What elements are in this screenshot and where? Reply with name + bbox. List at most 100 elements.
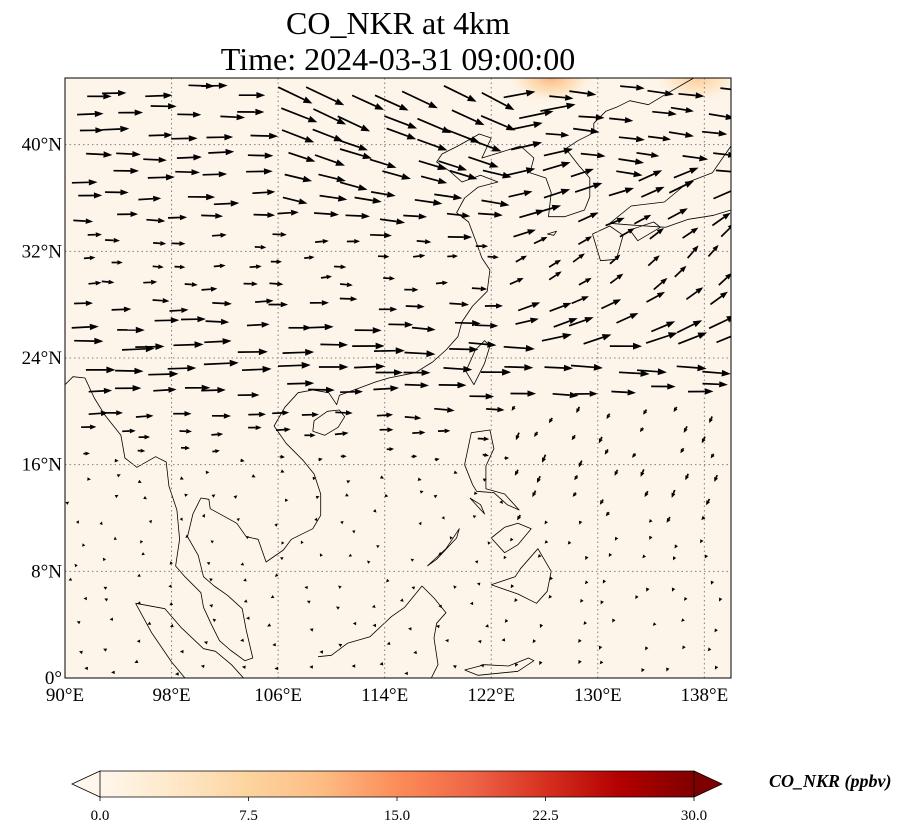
wind-arrow [609, 273, 624, 284]
wind-arrow [482, 453, 489, 457]
wind-arrow [280, 469, 285, 473]
wind-arrow [338, 643, 343, 648]
kyushu-coast [592, 225, 624, 262]
mindoro-coast [469, 497, 486, 515]
wind-arrow [503, 89, 536, 99]
wind-arrow [320, 274, 332, 280]
wind-arrow [118, 109, 144, 116]
wind-arrow [576, 406, 581, 414]
wind-arrow [174, 264, 186, 270]
wind-arrow [205, 318, 230, 325]
wind-arrow [468, 341, 497, 348]
wind-arrow [210, 540, 214, 544]
wind-arrow [449, 536, 453, 540]
wind-arrow [552, 391, 579, 399]
wind-arrow [652, 622, 657, 626]
wind-arrow [514, 469, 519, 476]
wind-arrow [543, 188, 571, 199]
wind-arrow [103, 648, 108, 652]
wind-arrow [403, 213, 427, 220]
wind-arrow [270, 595, 275, 599]
wind-arrow [137, 448, 146, 453]
wind-arrow [482, 478, 487, 482]
wind-arrow [211, 494, 216, 498]
wind-arrow [478, 211, 503, 218]
wind-arrow [340, 388, 363, 395]
wind-arrow [309, 628, 314, 632]
wind-arrow [209, 578, 213, 582]
wind-arrow [267, 623, 272, 627]
map-frame [64, 77, 732, 679]
wind-arrow [646, 587, 650, 592]
wind-arrow [540, 102, 576, 112]
wind-arrow [702, 130, 728, 137]
wind-arrow [619, 228, 635, 238]
coastlines [65, 78, 731, 678]
wind-arrow [251, 474, 256, 478]
wind-arrow [379, 427, 394, 433]
wind-arrow [212, 232, 227, 238]
wind-arrow [573, 127, 600, 135]
wind-arrow [598, 436, 603, 444]
wind-arrow [246, 168, 273, 175]
wind-arrow [203, 359, 239, 367]
wind-arrow [346, 480, 351, 484]
wind-arrow [87, 477, 91, 481]
wind-arrow [208, 148, 235, 156]
wind-arrow [314, 211, 339, 218]
wind-arrow [319, 650, 323, 654]
colorbar-tick-label: 7.5 [239, 808, 258, 824]
wind-arrow [114, 494, 119, 499]
wind-arrow [499, 500, 503, 504]
wind-arrow [642, 554, 646, 559]
wind-arrow [340, 454, 347, 459]
wind-arrow [135, 413, 154, 419]
wind-arrow [77, 110, 104, 118]
wind-arrow [504, 456, 510, 460]
wind-arrow [252, 189, 276, 196]
wind-arrow [418, 521, 422, 526]
wind-arrow [708, 316, 731, 330]
wind-arrow [378, 306, 398, 312]
x-axis-ticks: 90°E 98°E 106°E 114°E 122°E 130°E 138°E [46, 685, 728, 706]
wind-arrow [583, 334, 612, 345]
wind-arrow [383, 276, 395, 281]
wind-arrow [718, 273, 731, 286]
wind-arrow [304, 255, 315, 260]
y-tick-label: 40°N [22, 135, 63, 156]
wind-arrow [469, 601, 474, 606]
wind-arrow [386, 641, 391, 645]
wind-arrow [543, 147, 573, 157]
wind-arrow [111, 306, 132, 313]
wind-arrow [176, 154, 202, 161]
wind-arrow [616, 313, 639, 324]
wind-arrow [682, 227, 699, 239]
wind-arrow [451, 109, 485, 126]
wind-arrow [240, 562, 244, 566]
wind-arrow [113, 536, 117, 540]
wind-arrow [246, 321, 270, 328]
wind-arrow [449, 301, 469, 307]
wind-arrow [83, 596, 87, 601]
wind-arrow [300, 540, 304, 544]
wind-arrow [468, 156, 499, 168]
wind-arrow [578, 460, 583, 468]
wind-arrow [618, 370, 650, 377]
wind-arrow [179, 476, 184, 480]
wind-arrow [446, 212, 471, 219]
wind-arrow [475, 243, 489, 249]
wind-arrow [454, 320, 481, 327]
honshu-coast [609, 145, 731, 228]
wind-arrow [237, 392, 260, 398]
wind-arrow [206, 134, 234, 141]
sumatra-coast [135, 602, 244, 678]
wind-arrow [272, 232, 287, 237]
wind-arrow [668, 131, 694, 138]
wind-arrow [433, 494, 438, 499]
wind-arrow [504, 618, 509, 623]
wind-arrow [74, 300, 93, 306]
wind-arrow [673, 556, 677, 561]
wind-arrow [434, 407, 455, 413]
wind-arrow [113, 167, 139, 174]
wind-arrow [515, 255, 527, 263]
